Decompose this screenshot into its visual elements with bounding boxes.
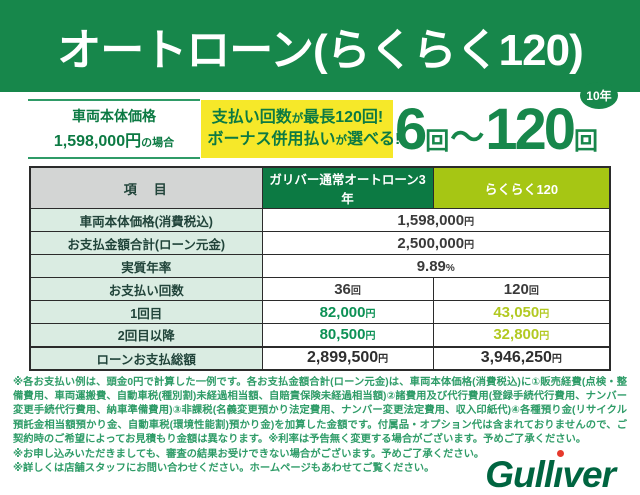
- table-row-interest-rate: 実質年率 9.89%: [29, 254, 611, 278]
- header-item: 項 目: [29, 166, 263, 209]
- header-rakuraku-120: らくらく120: [432, 166, 611, 209]
- vehicle-price-cell: 1,598,000円: [261, 208, 611, 232]
- table-row-subsequent-payments: 2回目以降 80,500円 32,800円: [29, 323, 611, 347]
- range-to-number: 120: [485, 96, 576, 162]
- logo-red-dot: [557, 449, 565, 457]
- loan-principal-cell: 2,500,000円: [261, 231, 611, 255]
- disclaimer-note-contact: ※詳しくは店舗スタッフにお問い合わせください。ホームページもあわせてご覧ください…: [13, 462, 435, 474]
- disclaimer-section: ※各お支払い例は、頭金0円で計算した一例です。各お支払金額合計(ローン元金)は、…: [13, 376, 627, 493]
- title-banner: オートローン(らくらく120): [0, 0, 640, 92]
- total-payment-rakuraku: 3,946,250円: [432, 345, 611, 370]
- hero-strip: 車両本体価格 1,598,000円の場合 支払い回数が最長120回! ボーナス併…: [0, 81, 640, 166]
- subsequent-payment-normal: 80,500円: [261, 323, 434, 347]
- loan-comparison-table: 項 目 ガリバー通常オートローン3年 らくらく120 車両本体価格(消費税込) …: [29, 166, 611, 371]
- subsequent-payment-rakuraku: 32,800円: [432, 323, 611, 347]
- vehicle-price-value: 1,598,000円の場合: [53, 133, 175, 150]
- table-row-total-payment: ローンお支払総額 2,899,500円 3,946,250円: [29, 345, 611, 370]
- first-payment-normal: 82,000円: [261, 300, 434, 324]
- table-header-row: 項 目 ガリバー通常オートローン3年 らくらく120: [29, 166, 611, 209]
- highlight-line-2: ボーナス併用払いが選べる!: [207, 131, 401, 148]
- gulliver-logo: Gullı ver: [485, 448, 627, 493]
- highlight-banner: 支払い回数が最長120回! ボーナス併用払いが選べる!: [201, 100, 401, 158]
- table-row-payment-count: お支払い回数 36回 120回: [29, 277, 611, 301]
- disclaimer-note-screening: ※お申し込みいただきましても、審査の結果お受けできない場合がございます。予めご了…: [13, 448, 485, 460]
- page-title: オートローン(らくらく120): [57, 26, 584, 75]
- table-row-vehicle-price: 車両本体価格(消費税込) 1,598,000円: [29, 208, 611, 232]
- disclaimer-paragraph: ※各お支払い例は、頭金0円で計算した一例です。各お支払金額合計(ローン元金)は、…: [13, 376, 627, 446]
- header-normal-loan: ガリバー通常オートローン3年: [261, 166, 434, 209]
- total-payment-normal: 2,899,500円: [261, 345, 434, 370]
- vehicle-price-caption: 車両本体価格 1,598,000円の場合: [28, 99, 200, 159]
- first-payment-rakuraku: 43,050円: [432, 300, 611, 324]
- payment-count-range: 6 回〜 120 回 10年: [394, 81, 618, 163]
- payment-count-rakuraku: 120回: [432, 277, 611, 301]
- badge-10-years: 10年: [579, 81, 618, 109]
- vehicle-price-label: 車両本体価格: [72, 108, 156, 124]
- table-row-first-payment: 1回目 82,000円 43,050円: [29, 300, 611, 324]
- interest-rate-cell: 9.89%: [261, 254, 611, 278]
- table-row-loan-principal: お支払金額合計(ローン元金) 2,500,000円: [29, 231, 611, 255]
- tilde-separator: 〜: [450, 118, 485, 157]
- disclaimer-notes: ※お申し込みいただきましても、審査の結果お受けできない場合がございます。予めご了…: [13, 448, 485, 477]
- payment-count-normal: 36回: [261, 277, 434, 301]
- range-from-number: 6: [394, 96, 427, 162]
- highlight-line-1: 支払い回数が最長120回!: [211, 109, 384, 127]
